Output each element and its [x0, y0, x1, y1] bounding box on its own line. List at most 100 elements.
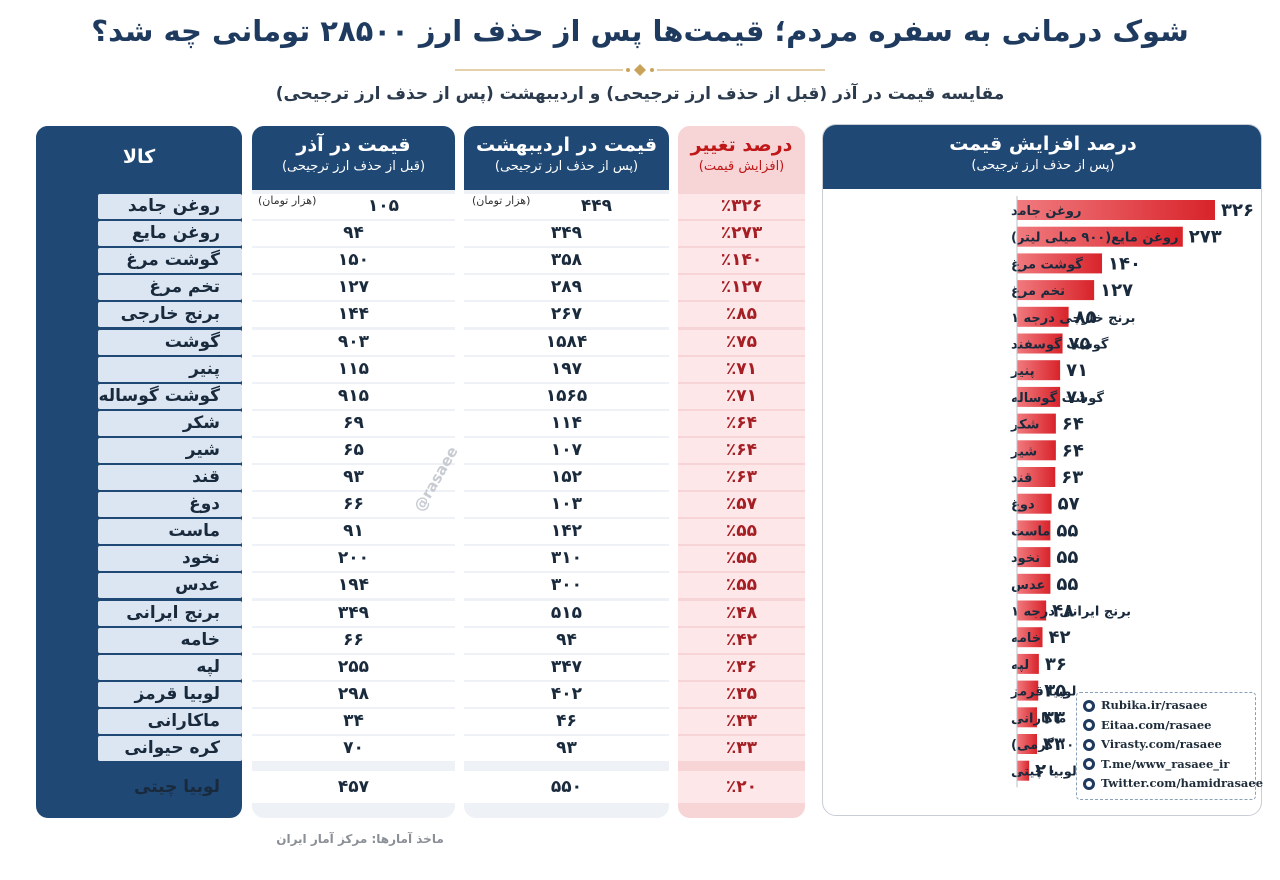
bar-category-label: قند [1011, 471, 1032, 486]
cell-ordibehesht-price: ۳۰۰ [464, 573, 669, 599]
bar [1017, 573, 1051, 594]
social-link[interactable]: T.me/www_rasaee_ir [1083, 755, 1249, 775]
bar-category-label: روغن جامد [1011, 204, 1081, 219]
source-note: ماخذ آمارها: مرکز آمار ایران [276, 832, 444, 846]
cell-ordibehesht-price: ۵۱۵ [464, 600, 669, 626]
page-subtitle: مقایسه قیمت در آذر (قبل از حذف ارز ترجیح… [275, 84, 1005, 104]
bar-group: روغن مایع(۹۰۰ میلی لیتر) ۲۷۳ [1011, 226, 1222, 248]
header-percent-label: درصد تغییر [690, 134, 793, 156]
unit-label-ordibehesht: (هزار تومان) [472, 194, 531, 207]
cell-percent-change: ٪۵۵ [678, 546, 805, 572]
bar-group: قند ۶۳ [1011, 467, 1083, 488]
bar-category-label: برنج ایرانی درجه ۱ [1011, 605, 1131, 620]
bar [1017, 600, 1047, 621]
header-item-label: کالا [122, 146, 156, 168]
cell-ordibehesht-price: ۵۵۰ [464, 771, 669, 804]
bar [1017, 493, 1052, 514]
bar-value-label: ۷۱ [1066, 360, 1088, 381]
cell-ordibehesht-price: ۴۶ [464, 708, 669, 734]
social-link[interactable]: Eitaa.com/rasaee [1083, 716, 1249, 736]
table-row: عدس ۱۹۴ ۳۰۰ ٪۵۵ [0, 573, 820, 599]
cell-item: لوبیا چیتی [134, 777, 220, 798]
cell-ordibehesht-price: ۴۰۲ [464, 681, 669, 707]
social-link[interactable]: Virasty.com/rasaee [1083, 735, 1249, 755]
cell-azar-price: ۶۶ [252, 627, 455, 653]
bar-group: لپه ۳۶ [1011, 653, 1067, 675]
bar-group: تخم مرغ ۱۲۷ [1011, 280, 1133, 301]
header-ordibehesht-sub: (پس از حذف ارز ترجیحی) [494, 159, 639, 174]
cell-ordibehesht-price: ۳۴۹ [464, 221, 669, 247]
bar [1017, 386, 1061, 407]
cell-azar-price: ۶۹ [252, 410, 455, 436]
chart-title: درصد افزایش قیمت [949, 133, 1137, 155]
cell-item: گوشت گوساله [98, 383, 242, 409]
cell-percent-change: ٪۵۷ [678, 492, 805, 518]
cell-azar-price: ۹۰۳ [252, 329, 455, 355]
bar-value-label: ۳۳ [1043, 734, 1065, 755]
chart-subtitle: (پس از حذف ارز ترجیحی) [971, 158, 1115, 173]
bar-value-label: ۴۸ [1052, 601, 1074, 622]
bar [1017, 306, 1069, 327]
cell-item: روغن مایع [98, 221, 242, 247]
cell-azar-price: ۲۹۸ [252, 681, 455, 707]
bar [1017, 627, 1043, 648]
cell-item: شیر [98, 437, 242, 463]
social-link[interactable]: Twitter.com/hamidrasaee [1083, 774, 1263, 794]
bar-category-label: نخود [1011, 551, 1040, 566]
bar-category-label: تخم مرغ [1011, 284, 1065, 299]
table-row: شیر ۶۵ ۱۰۷ ٪۶۴ [0, 437, 820, 463]
bar-value-label: ۲۷۳ [1189, 227, 1222, 248]
table-row: گوشت گوسفند ۹۰۳ ۱۵۸۴ ٪۷۵ [0, 329, 820, 377]
bar [1017, 760, 1030, 781]
bar-category-label: دوغ [1011, 498, 1035, 513]
bar [1017, 680, 1039, 701]
table-row: روغن مایع ۹۴ ۳۴۹ ٪۲۷۳ [0, 221, 820, 247]
table-row: برنج خارجی ۱۴۴ ۲۶۷ ٪۸۵ [0, 302, 820, 328]
table-row: گوشت گوساله ۹۱۵ ۱۵۶۵ ٪۷۱ [0, 383, 820, 409]
cell-azar-price: ۱۰۵ [252, 194, 455, 219]
cell-azar-price: ۱۹۴ [252, 573, 455, 599]
cell-item: لوبیا قرمز [98, 681, 242, 707]
table-row: دوغ ۶۶ ۱۰۳ ٪۵۷ [0, 492, 820, 518]
social-link-text: Virasty.com/rasaee [1101, 737, 1222, 751]
bar-group: دوغ ۵۷ [1011, 493, 1080, 515]
cell-ordibehesht-price: ۹۴ [464, 627, 669, 653]
bar-group: گوشت مرغ ۱۴۰ [1011, 253, 1141, 274]
bar [1017, 280, 1095, 301]
unit-label-azar: (هزار تومان) [258, 194, 317, 207]
bar-group: پنیر ۷۱ [1010, 360, 1088, 381]
table-row: شکر ۶۹ ۱۱۴ ٪۶۴ [0, 410, 820, 436]
bar-value-label: ۲۰ [1035, 761, 1057, 782]
cell-ordibehesht-price: ۱۵۸۴ [464, 329, 669, 355]
bar [1017, 467, 1056, 487]
cell-azar-price: ۹۴ [252, 221, 455, 247]
bar [1017, 547, 1051, 568]
cell-azar-price: ۱۴۴ [252, 302, 455, 328]
telegram-icon [1083, 758, 1095, 771]
bar-category-label: گوشت مرغ [1011, 256, 1083, 272]
table-row: کره حیوانی ۷۰ ۹۳ ٪۳۳ [0, 736, 820, 761]
cell-azar-price: ۱۵۰ [252, 248, 455, 274]
cell-percent-change: ٪۷۱ [678, 383, 805, 409]
social-link[interactable]: Rubika.ir/rasaee [1083, 696, 1249, 716]
table-row: قند ۹۳ ۱۵۲ ٪۶۳ [0, 465, 820, 490]
cell-azar-price: ۱۲۷ [252, 275, 455, 301]
eitaa-icon [1083, 719, 1095, 732]
cell-percent-change: ٪۵۵ [678, 573, 805, 599]
cell-percent-change: ٪۱۲۷ [678, 275, 805, 301]
header-azar-sub: (قبل از حذف ارز ترجیحی) [281, 159, 426, 174]
cell-percent-change: ٪۲۷۳ [678, 221, 805, 247]
cell-ordibehesht-price: ۱۰۳ [464, 492, 669, 518]
cell-azar-price: ۶۶ [252, 492, 455, 518]
cell-azar-price: ۹۳ [252, 465, 455, 490]
bar-value-label: ۳۵ [1044, 681, 1066, 702]
cell-ordibehesht-price: ۱۹۷ [464, 356, 669, 382]
cell-percent-change: ٪۴۲ [678, 627, 805, 653]
bar-value-label: ۶۴ [1062, 440, 1084, 461]
cell-azar-price: ۴۵۷ [252, 771, 455, 804]
cell-item: ماکارانی [98, 708, 242, 734]
bar-value-label: ۷۵ [1069, 334, 1091, 355]
bar-group: خامه ۴۲ [1011, 627, 1070, 648]
bar [1017, 440, 1056, 461]
